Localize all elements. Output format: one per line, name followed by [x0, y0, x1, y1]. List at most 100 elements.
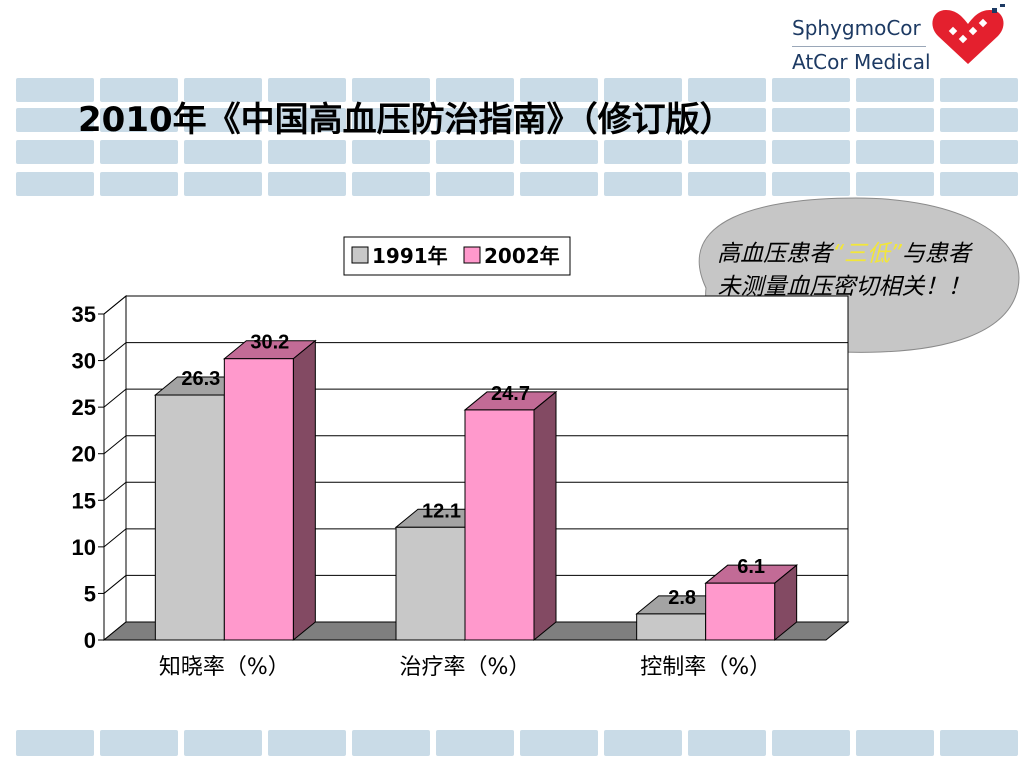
background-tile: [520, 108, 598, 132]
gridline: [103, 481, 848, 501]
slide-title: 2010年《中国高血压防治指南》（修订版）: [78, 100, 734, 140]
background-tile: [520, 78, 598, 102]
background-tile: [604, 140, 682, 164]
logo-line-2: AtCor Medical: [792, 50, 931, 74]
callout-part-1: 高血压患者: [717, 241, 833, 267]
background-tile: [436, 172, 514, 196]
bar-side: [533, 390, 557, 642]
y-tick-label: 30: [72, 349, 96, 374]
background-tile: [352, 108, 430, 132]
background-tile: [940, 140, 1018, 164]
background-tile: [940, 78, 1018, 102]
legend-swatch: [351, 246, 369, 264]
background-tile: [184, 108, 262, 132]
background-tile: [184, 78, 262, 102]
background-tile: [856, 78, 934, 102]
background-tile: [604, 108, 682, 132]
data-label: 30.2: [250, 332, 289, 354]
background-tile: [520, 140, 598, 164]
gridline: [103, 388, 848, 408]
background-tile: [772, 108, 850, 132]
bar: [636, 613, 707, 641]
background-tile: [772, 140, 850, 164]
background-tile: [352, 78, 430, 102]
background-tile: [856, 172, 934, 196]
y-tick-label: 35: [72, 302, 96, 327]
background-tile: [436, 108, 514, 132]
data-label: 24.7: [491, 383, 530, 405]
background-tile: [16, 172, 94, 196]
bar: [705, 582, 776, 641]
background-tile: [688, 172, 766, 196]
background-tile: [100, 78, 178, 102]
background-tile: [16, 730, 94, 756]
background-tile: [520, 172, 598, 196]
data-label: 2.8: [668, 587, 696, 609]
bar: [395, 526, 466, 641]
legend-label: 1991年: [372, 244, 448, 268]
background-tile: [16, 78, 94, 102]
background-tile: [100, 108, 178, 132]
bar: [223, 358, 294, 641]
background-tile: [100, 172, 178, 196]
background-tile: [352, 140, 430, 164]
y-tick-label: 20: [72, 442, 96, 467]
data-label: 12.1: [422, 500, 461, 522]
y-tick-label: 5: [84, 581, 96, 606]
data-label: 26.3: [181, 368, 220, 390]
background-tile: [268, 78, 346, 102]
background-tile: [436, 78, 514, 102]
background-tile: [688, 108, 766, 132]
background-tile: [520, 730, 598, 756]
background-tile: [16, 140, 94, 164]
logo-line-1: SphygmoCor: [792, 16, 921, 40]
legend-box: [343, 236, 571, 276]
gridline: [103, 574, 848, 594]
background-tile: [856, 140, 934, 164]
background-tile: [688, 140, 766, 164]
background-tile: [268, 730, 346, 756]
callout-part-3: ”: [890, 241, 902, 267]
background-tile: [184, 172, 262, 196]
gridline: [103, 295, 848, 315]
background-tile: [604, 730, 682, 756]
logo-divider: [792, 46, 926, 47]
x-category-label: 知晓率（%）: [159, 655, 290, 680]
background-tile: [688, 730, 766, 756]
background-tile: [100, 730, 178, 756]
background-tile: [856, 108, 934, 132]
background-tile: [184, 730, 262, 756]
background-tile: [184, 140, 262, 164]
background-tile: [604, 172, 682, 196]
callout-part-2: “三低: [832, 241, 890, 267]
background-tile: [688, 78, 766, 102]
background-tile: [268, 172, 346, 196]
legend-swatch: [463, 246, 481, 264]
callout-text: 高血压患者“三低”与患者未测量血压密切相关！！: [716, 238, 972, 304]
left-wall: [103, 294, 127, 642]
background-tile: [268, 108, 346, 132]
heart-logo-icon: [932, 4, 1005, 64]
background-tile: [436, 730, 514, 756]
background-tile: [772, 78, 850, 102]
bar: [154, 394, 225, 641]
y-tick-label: 10: [72, 535, 96, 560]
background-tile: [856, 730, 934, 756]
gridline: [103, 342, 848, 361]
gridline: [103, 435, 848, 455]
background-tile: [940, 172, 1018, 196]
background-tile: [268, 140, 346, 164]
background-tile: [352, 172, 430, 196]
x-category-label: 治疗率（%）: [400, 655, 531, 680]
bar-side: [292, 339, 316, 642]
data-label: 6.1: [737, 556, 765, 578]
background-tile: [940, 730, 1018, 756]
y-tick-label: 25: [72, 395, 96, 420]
callout-part-4: 与患者未测量血压密切相关！！: [717, 241, 971, 300]
y-tick-label: 15: [72, 488, 96, 513]
background-tile: [604, 78, 682, 102]
background-tile: [940, 108, 1018, 132]
gridline: [103, 528, 848, 548]
y-tick-label: 0: [84, 628, 96, 653]
